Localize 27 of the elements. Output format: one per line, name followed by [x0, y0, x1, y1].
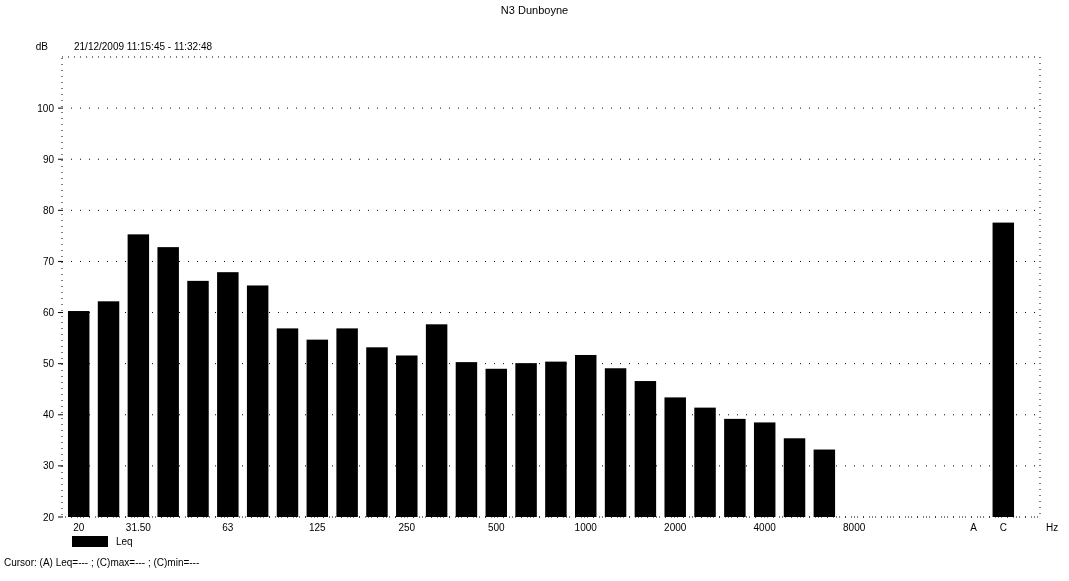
x-tick-label: 31.50 — [125, 522, 152, 533]
x-tick-label: A — [970, 522, 978, 533]
text: Cursor: (A) Leq=--- ; (C)max=--- ; (C)min=--- — [4, 557, 200, 568]
x-tick-label: 8000 — [843, 522, 866, 533]
chart-subtitle: 21/12/2009 11:15:45 - 11:32:48 — [74, 41, 213, 52]
y-tick-label: 60 — [42, 307, 55, 319]
y-axis-title: dB — [35, 41, 49, 52]
y-tick-label: 30 — [42, 460, 55, 472]
y-tick-label: 20 — [42, 511, 55, 523]
x-tick-label: 125 — [308, 522, 327, 533]
x-tick-label: 1000 — [574, 522, 598, 533]
y-tick-label: 90 — [42, 153, 55, 165]
legend-label: Leq — [116, 536, 133, 547]
y-tick-label: 100 — [37, 102, 55, 114]
x-tick-label: 2000 — [664, 522, 687, 533]
x-tick-label: 63 — [222, 522, 234, 533]
x-tick-label: 4000 — [753, 522, 777, 533]
x-axis-title: Hz — [1046, 522, 1059, 533]
x-tick-label: 500 — [487, 522, 506, 533]
x-tick-label: 250 — [398, 522, 416, 533]
y-tick-label: 40 — [42, 409, 55, 421]
y-tick-label: 50 — [42, 358, 55, 370]
chart-title: N3 Dunboyne — [500, 4, 569, 16]
x-tick-label: C — [999, 522, 1007, 533]
x-tick-label: 20 — [73, 522, 85, 533]
y-tick-label: 80 — [42, 204, 55, 216]
y-tick-label: 70 — [42, 255, 55, 267]
